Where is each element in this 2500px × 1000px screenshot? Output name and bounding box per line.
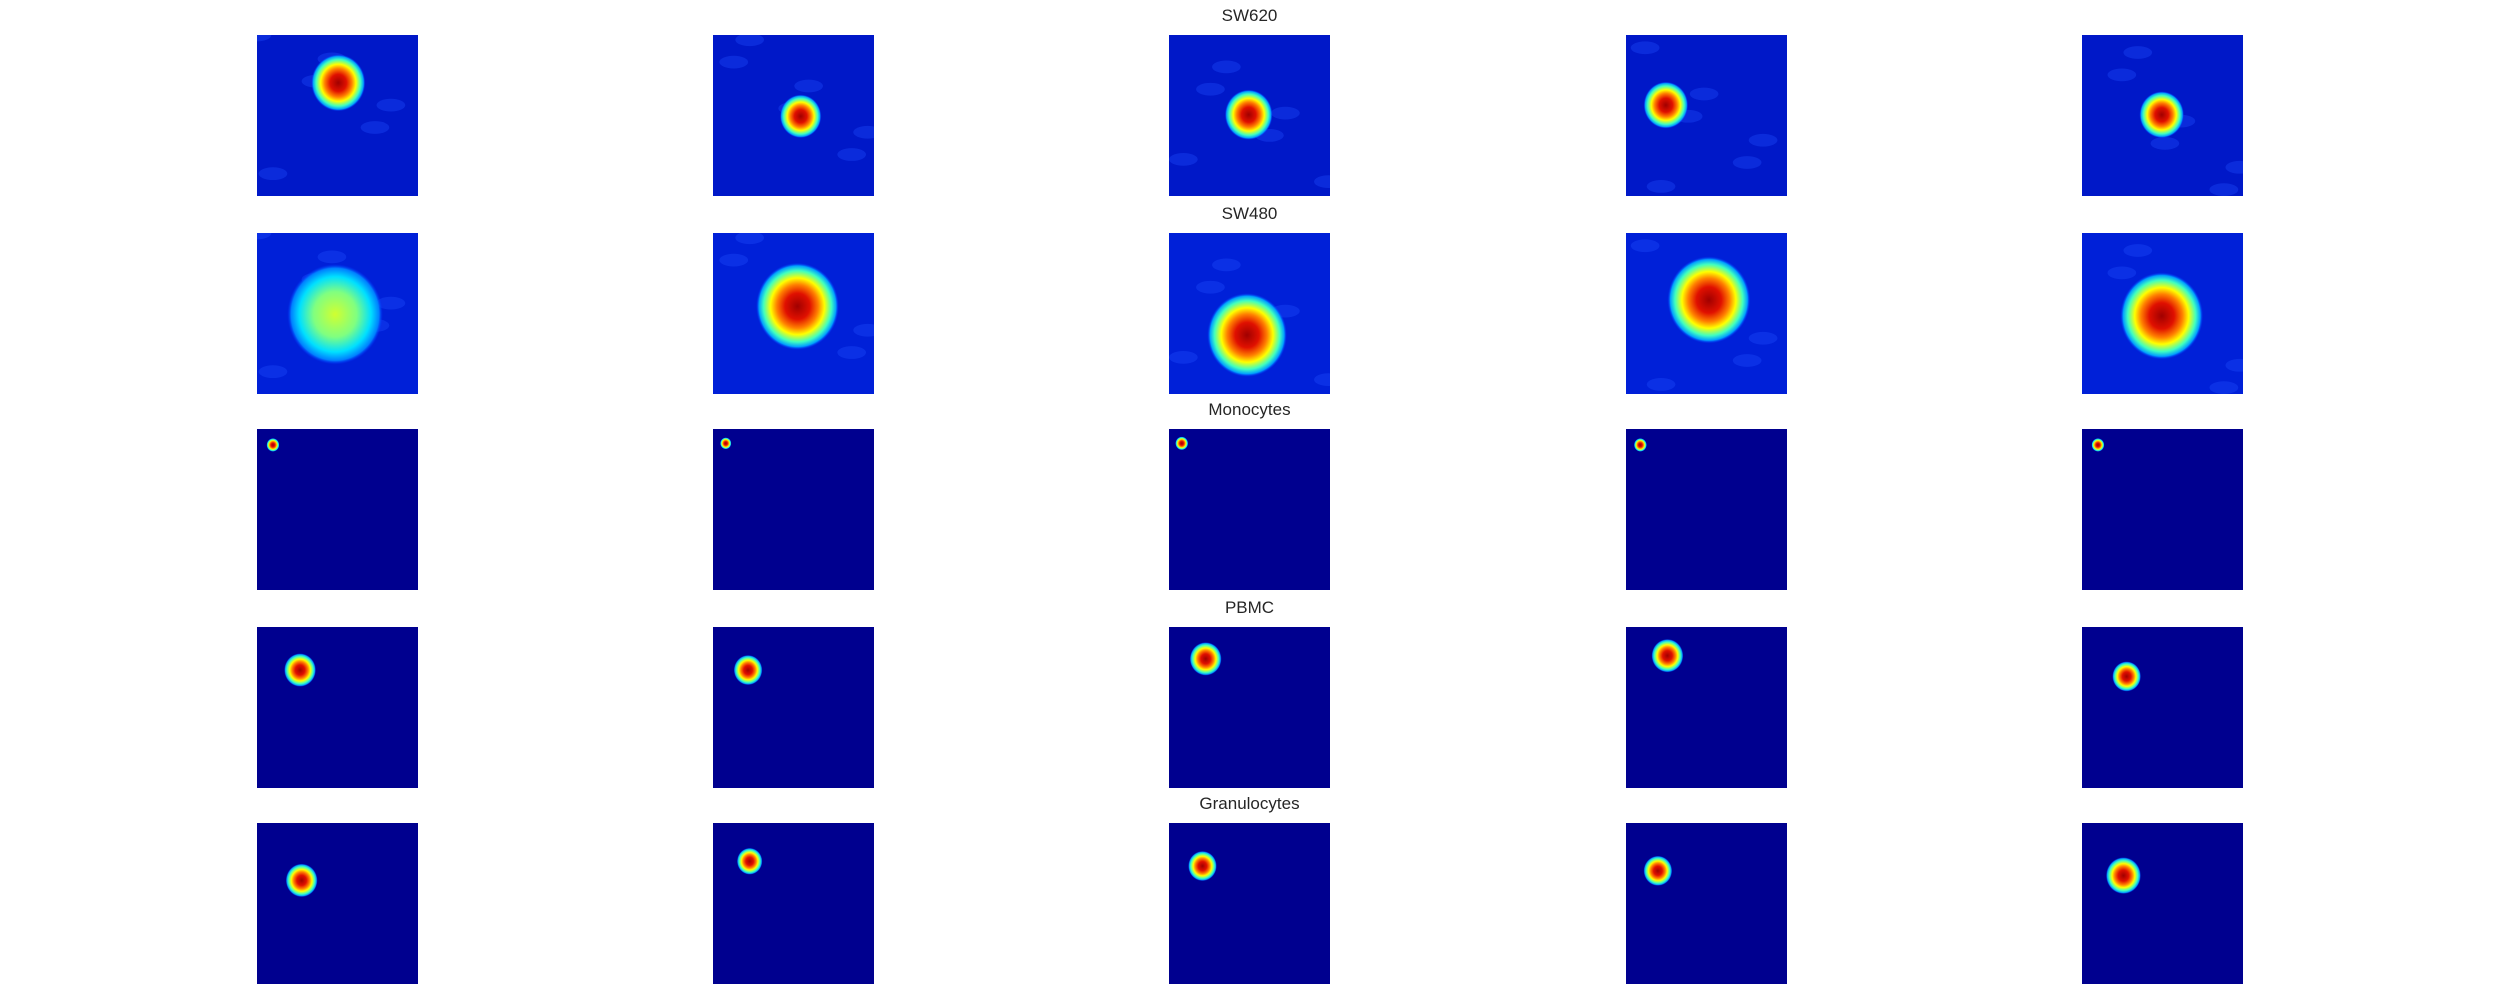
cell-image (713, 627, 874, 788)
cell-image (257, 429, 418, 590)
cell-image (713, 233, 874, 394)
row-title: SW480 (1222, 204, 1278, 223)
cell-image (1626, 627, 1787, 788)
cell-image (257, 35, 418, 196)
cell-image (257, 233, 418, 394)
cell-image (1169, 823, 1330, 984)
row-title: PBMC (1225, 598, 1274, 617)
row-title: SW620 (1222, 6, 1278, 25)
cell-image (713, 429, 874, 590)
cell-image (713, 35, 874, 196)
cell-image (2082, 233, 2243, 394)
cell-image (1626, 233, 1787, 394)
row-title: Monocytes (1208, 400, 1290, 419)
cell-image (1169, 35, 1330, 196)
cell-image (1626, 429, 1787, 590)
cell-image (713, 823, 874, 984)
cell-image (257, 627, 418, 788)
cell-image (1169, 233, 1330, 394)
cell-image (2082, 627, 2243, 788)
cell-image (257, 823, 418, 984)
row-title: Granulocytes (1199, 794, 1299, 813)
cell-image (1169, 627, 1330, 788)
cell-image (2082, 35, 2243, 196)
cell-image (2082, 429, 2243, 590)
cell-image (2082, 823, 2243, 984)
cell-image (1626, 823, 1787, 984)
cell-image (1169, 429, 1330, 590)
cell-image (1626, 35, 1787, 196)
